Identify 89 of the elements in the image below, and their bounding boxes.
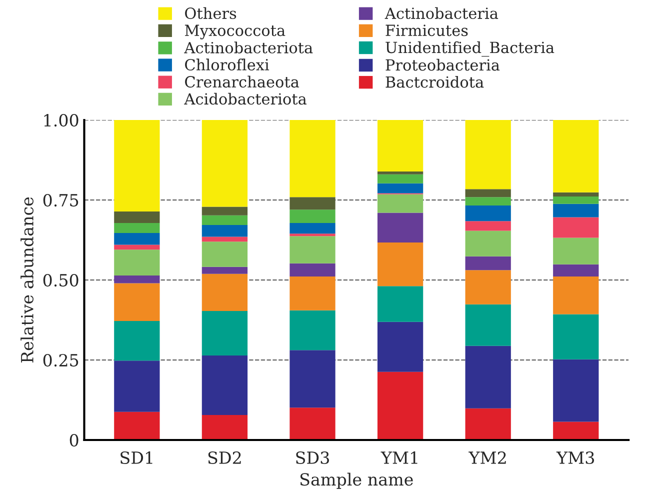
bar bbox=[377, 120, 424, 172]
bar bbox=[202, 215, 248, 225]
bar bbox=[290, 120, 336, 198]
bar bbox=[290, 263, 336, 276]
bar bbox=[465, 197, 511, 206]
bar bbox=[290, 223, 336, 234]
bar bbox=[202, 311, 248, 356]
bar bbox=[202, 120, 248, 207]
bar bbox=[290, 276, 336, 310]
bar bbox=[553, 120, 599, 192]
bar bbox=[290, 197, 336, 210]
legend-label: Bactcroidota bbox=[386, 76, 484, 88]
bar bbox=[553, 422, 599, 440]
x-tick-label: YM2 bbox=[468, 451, 506, 464]
bar bbox=[114, 283, 160, 321]
x-tick-label: SD2 bbox=[208, 451, 241, 464]
x-tick-label: YM1 bbox=[380, 451, 418, 464]
bar bbox=[465, 408, 511, 440]
legend-label: Firmicutes bbox=[386, 24, 468, 36]
legend-label: Actinobacteria bbox=[384, 7, 498, 20]
x-axis-title: Sample name bbox=[300, 472, 413, 489]
bar bbox=[465, 230, 511, 256]
legend-label: Crenarchaeota bbox=[185, 76, 300, 88]
x-tick-label: SD1 bbox=[120, 451, 152, 464]
x-tick-label: SD3 bbox=[296, 451, 329, 464]
bar bbox=[553, 196, 599, 204]
bar bbox=[114, 276, 160, 284]
y-tick-label: 1.00 bbox=[44, 114, 78, 127]
bar bbox=[114, 250, 160, 276]
bar bbox=[377, 174, 424, 184]
bar bbox=[290, 310, 336, 350]
bar bbox=[290, 408, 336, 440]
bar bbox=[465, 221, 511, 231]
bar bbox=[114, 320, 160, 361]
bar bbox=[114, 223, 160, 233]
bar bbox=[114, 120, 160, 212]
bar bbox=[553, 204, 599, 218]
legend-label: Proteobacteria bbox=[386, 58, 500, 71]
bar bbox=[553, 314, 599, 360]
y-tick-label: 0.25 bbox=[43, 354, 78, 367]
bar bbox=[114, 244, 160, 250]
bar bbox=[377, 372, 424, 440]
legend-label: Actinobacteriota bbox=[184, 42, 313, 54]
bar bbox=[465, 270, 511, 304]
bar bbox=[377, 183, 424, 194]
bar bbox=[553, 217, 599, 238]
bar bbox=[202, 206, 248, 216]
bar bbox=[377, 212, 424, 243]
legend-label: Acidobacteriota bbox=[184, 92, 306, 105]
bar bbox=[465, 346, 511, 408]
bar bbox=[377, 242, 424, 286]
bar bbox=[377, 286, 424, 322]
bar bbox=[202, 274, 248, 312]
bar bbox=[114, 412, 160, 440]
bar bbox=[553, 192, 599, 196]
bar bbox=[465, 256, 511, 270]
y-axis-title: Relative abundance bbox=[20, 197, 34, 363]
bar bbox=[202, 242, 248, 267]
bar bbox=[202, 356, 248, 416]
bar bbox=[290, 350, 336, 408]
bar bbox=[465, 189, 511, 198]
bar bbox=[465, 205, 511, 222]
bar bbox=[114, 232, 160, 245]
legend-label: Myxococcota bbox=[184, 24, 286, 40]
bar bbox=[114, 212, 160, 224]
bar bbox=[202, 415, 248, 440]
legend-label: Others bbox=[185, 7, 236, 20]
bar bbox=[553, 264, 599, 276]
bar bbox=[377, 172, 424, 174]
bar bbox=[114, 360, 160, 412]
y-tick-label: 0.50 bbox=[43, 274, 78, 287]
bar bbox=[290, 234, 336, 236]
bar bbox=[465, 120, 511, 190]
legend-label: Chloroflexi bbox=[185, 58, 270, 71]
y-tick-label: 0.75 bbox=[43, 194, 78, 207]
y-tick-label: 0 bbox=[70, 434, 78, 447]
bar bbox=[553, 359, 599, 422]
legend-label: Unidentified_Bacteria bbox=[386, 41, 554, 57]
bar bbox=[377, 194, 424, 213]
bar bbox=[202, 236, 248, 242]
bar bbox=[202, 224, 248, 237]
bar bbox=[202, 266, 248, 274]
bar bbox=[553, 276, 599, 314]
x-tick-label: YM3 bbox=[556, 451, 594, 464]
bar bbox=[290, 236, 336, 264]
bar bbox=[553, 238, 599, 264]
bar bbox=[377, 322, 424, 372]
bar bbox=[465, 304, 511, 346]
bar bbox=[290, 210, 336, 224]
